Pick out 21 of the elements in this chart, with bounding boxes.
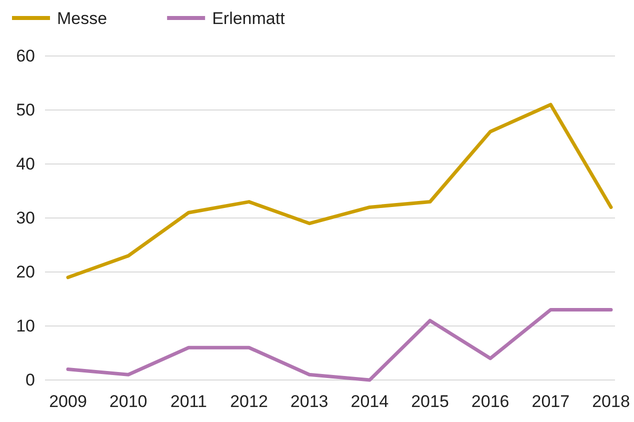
line-series bbox=[66, 102, 613, 280]
x-tick-label: 2018 bbox=[592, 392, 630, 412]
y-tick-label: 60 bbox=[16, 46, 35, 66]
y-tick-label: 10 bbox=[16, 316, 35, 336]
legend-label: Messe bbox=[57, 9, 108, 28]
legend-label: Erlenmatt bbox=[212, 9, 286, 28]
y-tick-label: 0 bbox=[26, 370, 35, 390]
x-tick-label: 2012 bbox=[230, 392, 268, 412]
y-tick-label: 50 bbox=[16, 100, 35, 120]
x-tick-label: 2011 bbox=[170, 392, 207, 412]
x-tick-label: 2016 bbox=[471, 392, 510, 412]
x-tick-label: 2009 bbox=[49, 392, 87, 412]
x-tick-label: 2010 bbox=[109, 392, 148, 412]
y-tick-label: 20 bbox=[16, 262, 35, 282]
line-series bbox=[66, 308, 613, 382]
y-tick-label: 40 bbox=[16, 154, 35, 174]
x-tick-label: 2015 bbox=[411, 392, 449, 412]
x-tick-label: 2013 bbox=[290, 392, 328, 412]
y-tick-label: 30 bbox=[16, 208, 35, 228]
x-tick-label: 2014 bbox=[350, 392, 389, 412]
x-tick-label: 2017 bbox=[532, 392, 570, 412]
